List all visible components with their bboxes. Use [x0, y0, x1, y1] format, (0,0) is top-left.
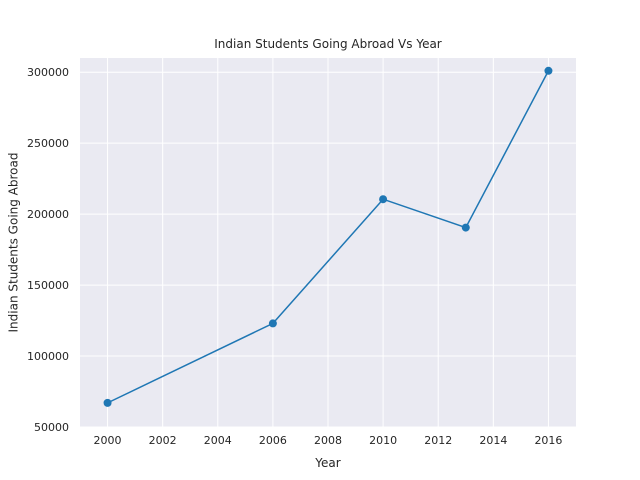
x-tick-label: 2006: [259, 434, 287, 447]
x-tick-label: 2010: [369, 434, 397, 447]
x-tick-label: 2014: [479, 434, 507, 447]
data-point: [103, 398, 112, 407]
y-axis: 50000 100000 150000 200000 250000 300000: [27, 66, 69, 434]
data-point: [379, 195, 388, 204]
y-tick-label: 200000: [27, 208, 69, 221]
series-group: [103, 66, 553, 407]
data-point: [268, 319, 277, 328]
x-tick-label: 2008: [314, 434, 342, 447]
x-tick-label: 2012: [424, 434, 452, 447]
x-tick-label: 2016: [534, 434, 562, 447]
x-tick-label: 2002: [149, 434, 177, 447]
y-axis-label: Indian Students Going Abroad: [7, 153, 21, 333]
y-tick-label: 50000: [34, 421, 69, 434]
y-tick-label: 300000: [27, 66, 69, 79]
y-tick-label: 250000: [27, 137, 69, 150]
x-tick-label: 2000: [94, 434, 122, 447]
grid-lines: [80, 58, 576, 428]
data-point: [544, 66, 553, 75]
x-tick-label: 2004: [204, 434, 232, 447]
y-tick-label: 150000: [27, 279, 69, 292]
y-tick-label: 100000: [27, 350, 69, 363]
chart-title: Indian Students Going Abroad Vs Year: [214, 37, 442, 51]
data-point: [461, 223, 470, 232]
x-axis: 2000 2002 2004 2006 2008 2010 2012 2014 2016: [94, 434, 563, 447]
x-axis-label: Year: [314, 456, 340, 470]
